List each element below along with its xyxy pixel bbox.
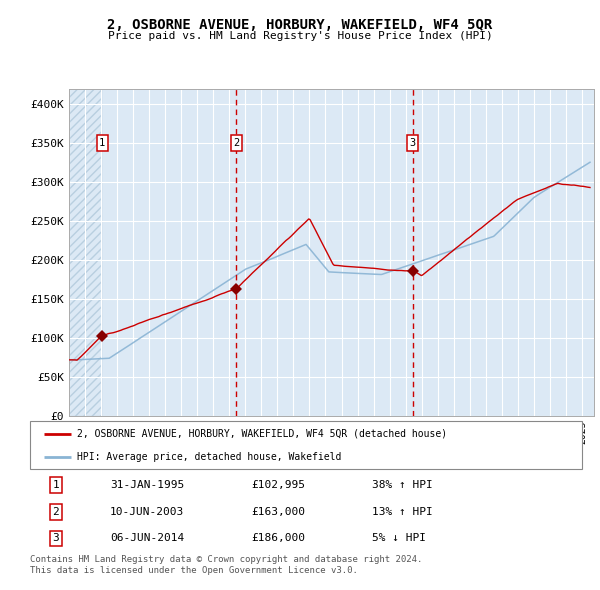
Text: 5% ↓ HPI: 5% ↓ HPI (372, 533, 426, 543)
Text: £163,000: £163,000 (251, 507, 305, 517)
Text: 2: 2 (53, 507, 59, 517)
Text: HPI: Average price, detached house, Wakefield: HPI: Average price, detached house, Wake… (77, 452, 341, 462)
Text: 1: 1 (99, 138, 106, 148)
Text: Price paid vs. HM Land Registry's House Price Index (HPI): Price paid vs. HM Land Registry's House … (107, 31, 493, 41)
Text: 13% ↑ HPI: 13% ↑ HPI (372, 507, 433, 517)
Text: 2, OSBORNE AVENUE, HORBURY, WAKEFIELD, WF4 5QR: 2, OSBORNE AVENUE, HORBURY, WAKEFIELD, W… (107, 18, 493, 32)
Text: 38% ↑ HPI: 38% ↑ HPI (372, 480, 433, 490)
Text: £186,000: £186,000 (251, 533, 305, 543)
Text: 10-JUN-2003: 10-JUN-2003 (110, 507, 184, 517)
Text: 3: 3 (410, 138, 416, 148)
Text: 06-JUN-2014: 06-JUN-2014 (110, 533, 184, 543)
Text: 2, OSBORNE AVENUE, HORBURY, WAKEFIELD, WF4 5QR (detached house): 2, OSBORNE AVENUE, HORBURY, WAKEFIELD, W… (77, 429, 447, 439)
FancyBboxPatch shape (30, 421, 582, 469)
Text: 31-JAN-1995: 31-JAN-1995 (110, 480, 184, 490)
Text: 2: 2 (233, 138, 239, 148)
Text: £102,995: £102,995 (251, 480, 305, 490)
Text: 1: 1 (53, 480, 59, 490)
Text: Contains HM Land Registry data © Crown copyright and database right 2024.
This d: Contains HM Land Registry data © Crown c… (30, 555, 422, 575)
Text: 3: 3 (53, 533, 59, 543)
